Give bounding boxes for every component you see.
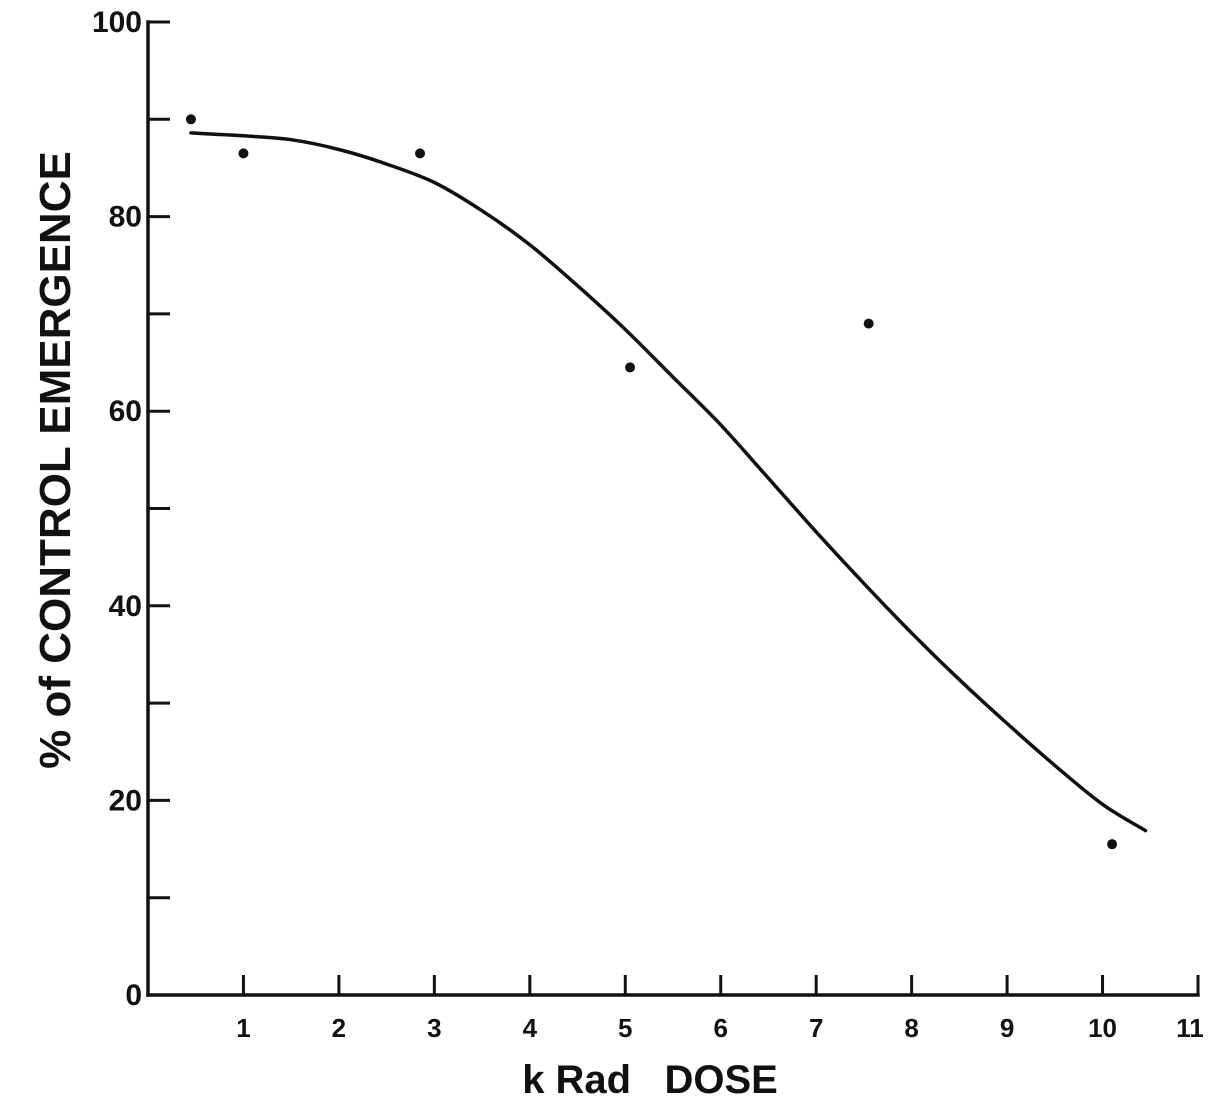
x-tick-label: 3 bbox=[427, 1013, 441, 1043]
y-tick-label: 100 bbox=[92, 6, 142, 39]
data-point bbox=[185, 114, 196, 125]
y-axis-ticks: 0 20 40 60 80 100 bbox=[92, 6, 170, 1012]
y-axis-title: % of CONTROL EMERGENCE bbox=[31, 151, 80, 769]
data-point bbox=[415, 148, 426, 159]
x-tick-label: 4 bbox=[523, 1013, 538, 1043]
data-point bbox=[863, 318, 874, 329]
x-tick-label: 9 bbox=[1000, 1013, 1014, 1043]
y-tick-label: 20 bbox=[109, 784, 142, 817]
data-point bbox=[1107, 839, 1118, 850]
data-point bbox=[238, 148, 249, 159]
x-axis-ticks: 1 2 3 4 5 6 7 8 9 10 11 bbox=[236, 975, 1204, 1043]
x-tick-label: 7 bbox=[809, 1013, 823, 1043]
x-tick-label: 8 bbox=[904, 1013, 918, 1043]
x-tick-label: 1 bbox=[236, 1013, 250, 1043]
data-point bbox=[625, 362, 636, 373]
y-tick-label: 40 bbox=[109, 590, 142, 623]
data-points bbox=[185, 114, 1118, 850]
x-tick-label: 5 bbox=[618, 1013, 632, 1043]
x-tick-label: 2 bbox=[332, 1013, 346, 1043]
y-tick-label: 60 bbox=[109, 395, 142, 428]
fit-curve bbox=[189, 131, 1148, 833]
x-tick-label: 11 bbox=[1176, 1013, 1204, 1043]
x-tick-label: 10 bbox=[1088, 1013, 1117, 1043]
y-tick-label: 0 bbox=[125, 979, 142, 1012]
x-tick-label: 6 bbox=[713, 1013, 727, 1043]
y-tick-label: 80 bbox=[109, 201, 142, 234]
x-axis-title: k Rad DOSE bbox=[522, 1058, 778, 1101]
